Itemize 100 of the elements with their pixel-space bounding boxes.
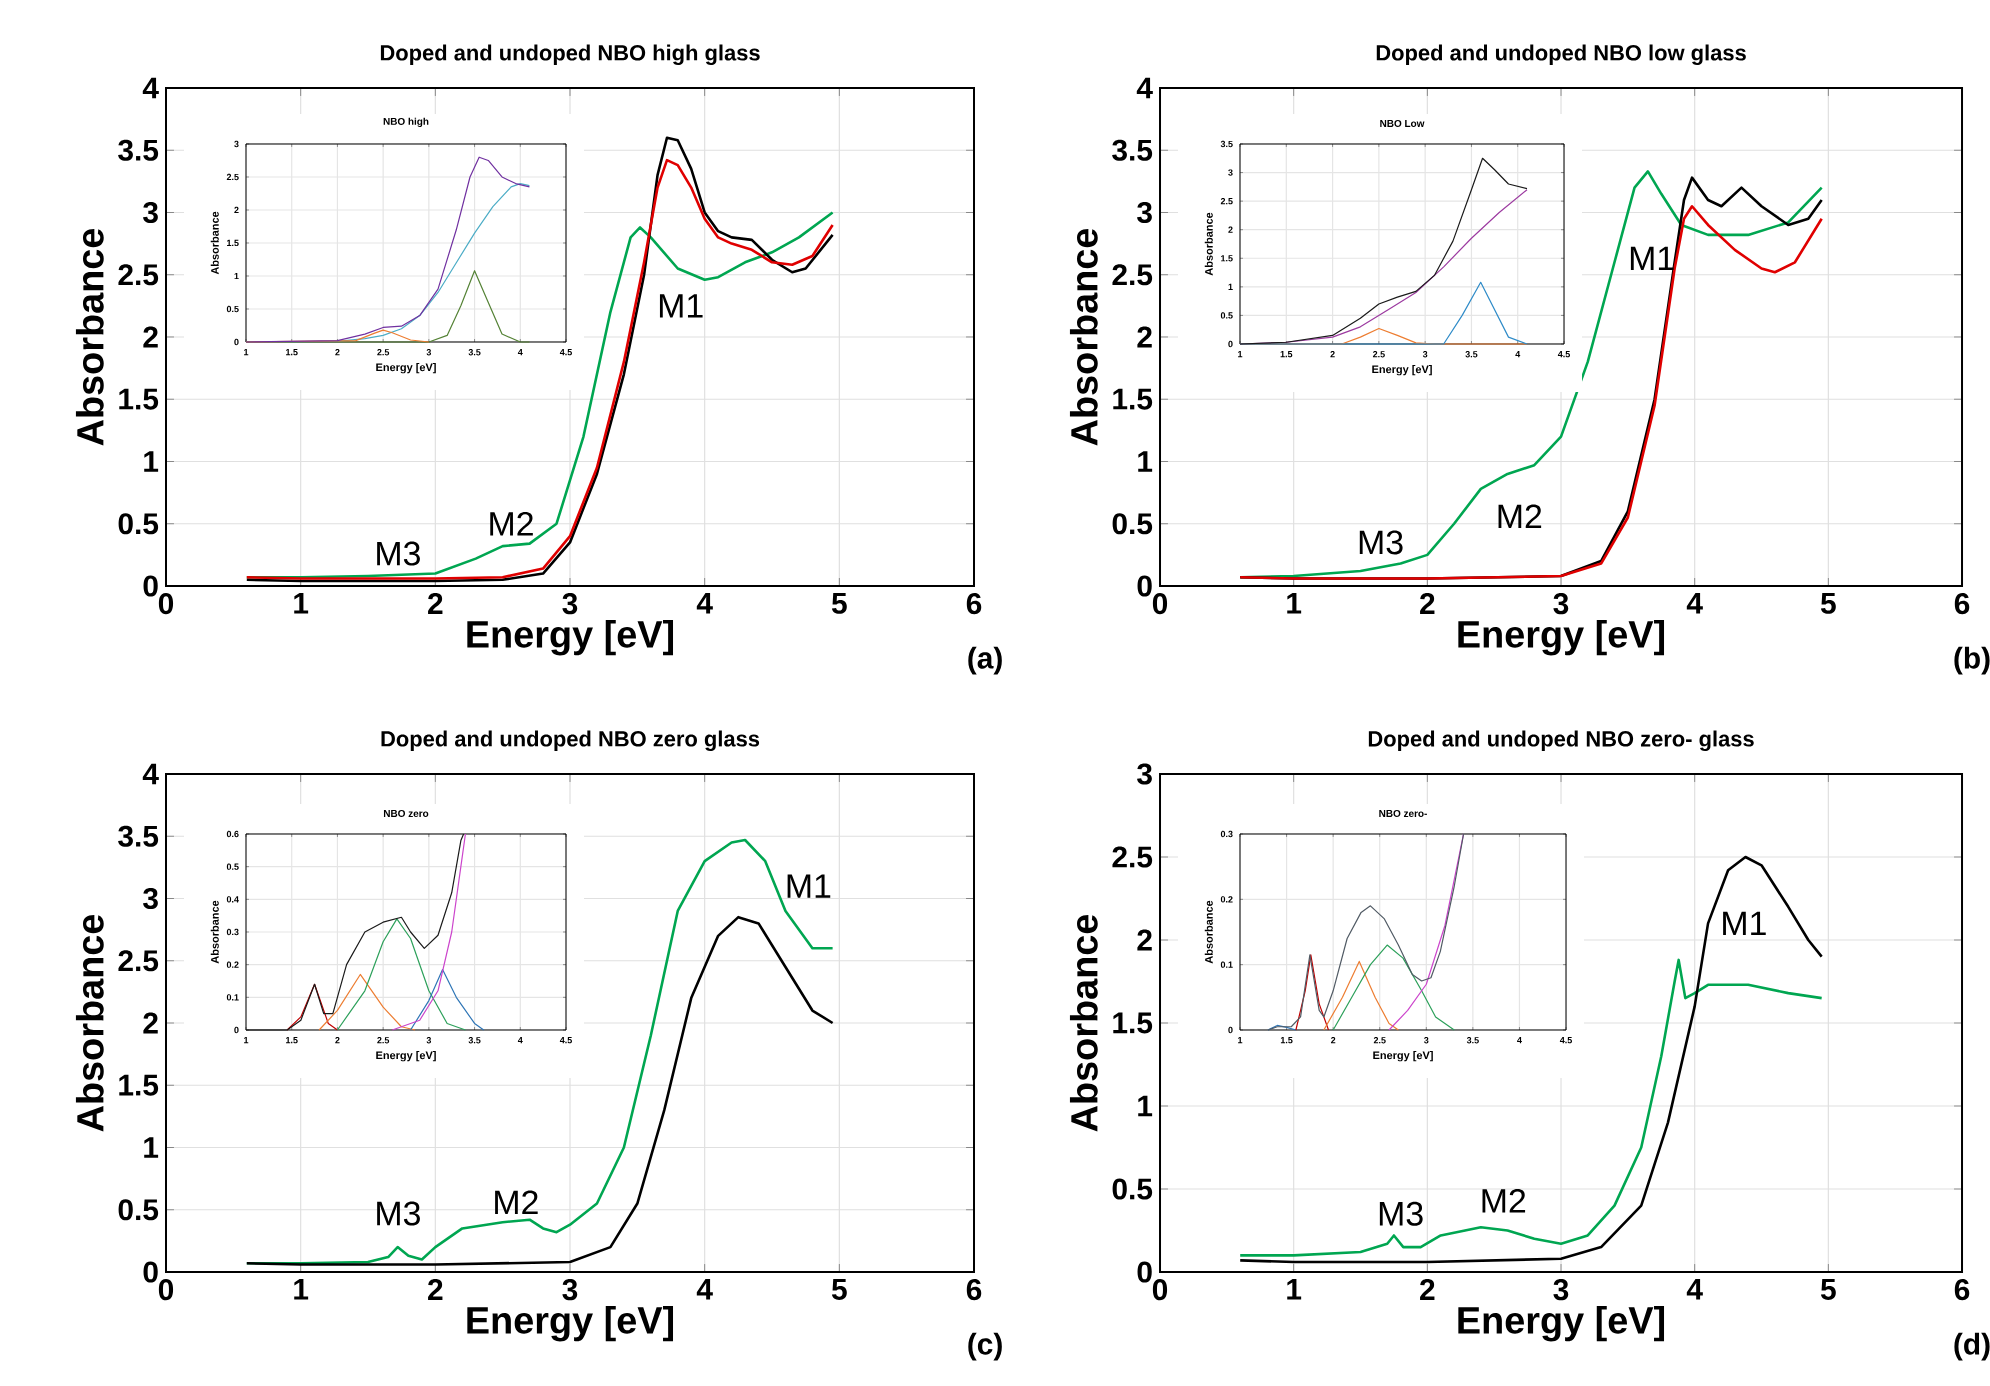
y-tick-label: 0.5 bbox=[118, 1199, 159, 1221]
x-tick-label: 6 bbox=[1954, 593, 1970, 615]
y-tick-label: 0 bbox=[1137, 1261, 1152, 1283]
y-tick-label: 3 bbox=[1137, 763, 1152, 785]
x-axis-title: Energy [eV] bbox=[467, 1305, 674, 1342]
line-series bbox=[1323, 960, 1399, 1031]
x-tick-label: 1 bbox=[1287, 1279, 1302, 1300]
y-axis-title: Absorbance bbox=[1069, 914, 1098, 1132]
y-tick-label: 4 bbox=[142, 763, 159, 785]
x-axis-title: Energy [eV] bbox=[1458, 619, 1665, 656]
line-series bbox=[245, 833, 465, 1031]
x-tick-label: 0 bbox=[158, 1279, 174, 1301]
y-tick-label: 3.5 bbox=[118, 825, 159, 847]
x-axis-title: Energy [eV] bbox=[1458, 1305, 1665, 1342]
line-series bbox=[1239, 157, 1528, 345]
x-tick-label: 4 bbox=[1686, 593, 1703, 614]
annotation: M1 bbox=[787, 874, 831, 898]
annotation: M2 bbox=[495, 1190, 538, 1215]
annotation: M2 bbox=[1482, 1188, 1526, 1213]
x-tick-label: 3 bbox=[562, 1279, 578, 1301]
x-tick-label: 4 bbox=[696, 593, 713, 614]
x-tick-label: 1 bbox=[294, 593, 309, 614]
x-tick-label: 4 bbox=[1686, 1279, 1703, 1300]
x-axis-title: Energy [eV] bbox=[467, 619, 674, 656]
x-tick-label: 3 bbox=[1553, 593, 1569, 615]
text: (b) bbox=[1954, 646, 1990, 675]
line-series bbox=[1332, 944, 1455, 1031]
chart-title: Doped and undoped NBO high glass bbox=[380, 44, 760, 66]
x-tick-label: 2 bbox=[428, 593, 443, 614]
line-series bbox=[318, 973, 416, 1031]
chart-title: Doped and undoped NBO low glass bbox=[1376, 44, 1746, 66]
y-tick-label: 3.5 bbox=[1112, 139, 1153, 161]
y-axis-title: Absorbance bbox=[1069, 228, 1098, 446]
y-tick-label: 2 bbox=[1137, 929, 1152, 951]
y-tick-label: 1.5 bbox=[1113, 388, 1153, 410]
line-series bbox=[1238, 855, 1823, 1264]
y-tick-label: 4 bbox=[142, 77, 159, 99]
annotation: M1 bbox=[1630, 246, 1674, 270]
annotation: M1 bbox=[1723, 911, 1766, 936]
y-tick-label: 1.5 bbox=[119, 1074, 159, 1096]
y-tick-label: 1 bbox=[1138, 1095, 1153, 1117]
x-tick-label: 5 bbox=[1820, 1279, 1836, 1300]
line-series bbox=[1267, 833, 1465, 1031]
line-series bbox=[1238, 958, 1823, 1257]
y-tick-label: 2.5 bbox=[1112, 264, 1153, 286]
x-tick-label: 5 bbox=[831, 593, 847, 614]
line-series bbox=[409, 968, 485, 1031]
line-series bbox=[245, 915, 834, 1266]
y-tick-label: 3 bbox=[143, 887, 158, 910]
annotation: M3 bbox=[377, 541, 420, 566]
annotation: M3 bbox=[1379, 1201, 1423, 1226]
x-tick-label: 2 bbox=[428, 1279, 443, 1300]
line-series bbox=[336, 918, 467, 1031]
y-tick-label: 0.5 bbox=[1112, 1178, 1153, 1200]
y-tick-label: 0.5 bbox=[118, 513, 159, 535]
annotation: M2 bbox=[490, 511, 533, 536]
x-tick-label: 1 bbox=[294, 1279, 309, 1300]
y-tick-label: 3 bbox=[143, 201, 158, 224]
y-tick-label: 1 bbox=[1138, 451, 1153, 472]
x-tick-label: 5 bbox=[1820, 593, 1836, 614]
text: (a) bbox=[968, 646, 1002, 675]
chart-title: Doped and undoped NBO zero glass bbox=[381, 730, 760, 752]
x-tick-label: 0 bbox=[1152, 593, 1168, 615]
y-tick-label: 2.5 bbox=[118, 950, 159, 972]
x-tick-label: 6 bbox=[1954, 1279, 1970, 1301]
annotation: M3 bbox=[377, 1201, 420, 1226]
y-tick-label: 0 bbox=[143, 575, 158, 597]
annotation: M3 bbox=[1359, 530, 1403, 555]
y-tick-label: 3.5 bbox=[118, 139, 159, 161]
x-tick-label: 2 bbox=[1420, 593, 1435, 614]
y-tick-label: 0.5 bbox=[1112, 513, 1153, 535]
x-tick-label: 3 bbox=[562, 593, 578, 615]
y-tick-label: 1.5 bbox=[119, 388, 159, 410]
x-tick-label: 1 bbox=[1287, 593, 1302, 614]
text: (d) bbox=[1954, 1332, 1990, 1361]
y-tick-label: 1 bbox=[144, 1137, 159, 1158]
x-tick-label: 2 bbox=[1420, 1279, 1435, 1300]
x-tick-label: 4 bbox=[696, 1279, 713, 1300]
line-series bbox=[286, 983, 339, 1031]
x-tick-label: 6 bbox=[966, 1279, 982, 1301]
annotation: M1 bbox=[659, 294, 703, 318]
y-tick-label: 0 bbox=[1137, 575, 1152, 597]
x-tick-label: 3 bbox=[1553, 1279, 1569, 1301]
x-tick-label: 6 bbox=[966, 593, 982, 615]
x-tick-label: 0 bbox=[158, 593, 174, 615]
line-series bbox=[1295, 954, 1330, 1031]
y-tick-label: 1 bbox=[144, 451, 159, 472]
x-tick-label: 0 bbox=[1152, 1279, 1168, 1301]
annotation: M2 bbox=[1498, 504, 1542, 529]
x-tick-label: 5 bbox=[831, 1279, 847, 1300]
line-series bbox=[391, 833, 467, 1031]
y-tick-label: 3 bbox=[1137, 201, 1152, 224]
y-tick-label: 2.5 bbox=[118, 264, 159, 286]
text: (c) bbox=[968, 1332, 1002, 1361]
y-tick-label: 2.5 bbox=[1112, 846, 1153, 868]
y-tick-label: 0 bbox=[143, 1261, 158, 1283]
y-axis-title: Absorbance bbox=[75, 228, 104, 446]
chart-title: Doped and undoped NBO zero- glass bbox=[1368, 730, 1754, 752]
y-tick-label: 4 bbox=[1136, 77, 1153, 99]
y-axis-title: Absorbance bbox=[75, 914, 104, 1132]
